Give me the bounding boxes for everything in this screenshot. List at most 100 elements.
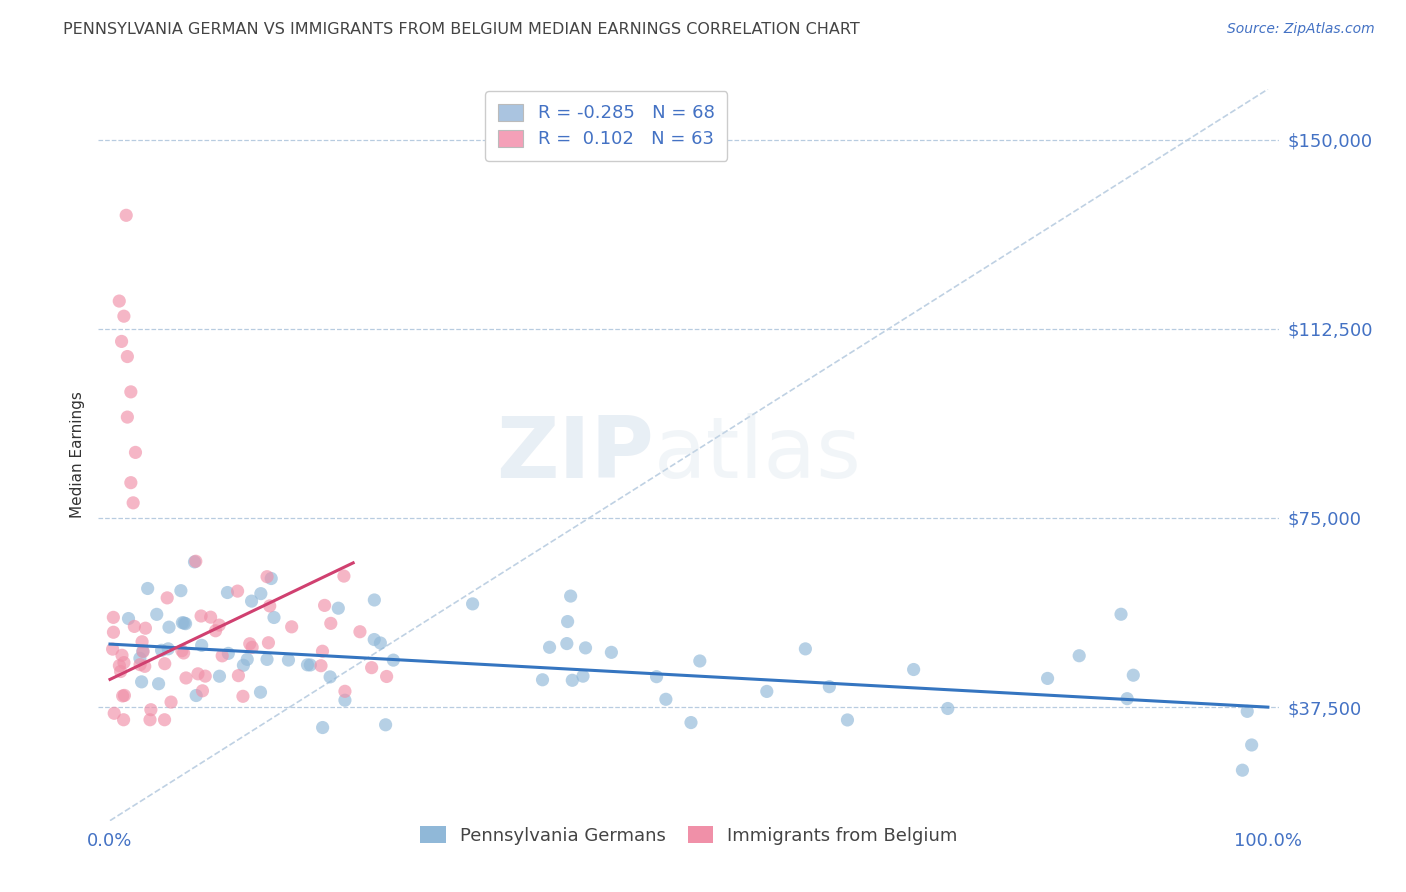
Point — [217, 585, 239, 599]
Point — [170, 583, 193, 598]
Point — [139, 703, 162, 717]
Point — [375, 669, 398, 683]
Point — [173, 646, 195, 660]
Point — [572, 669, 595, 683]
Point — [117, 350, 139, 364]
Point — [110, 665, 132, 679]
Point — [145, 607, 167, 622]
Point — [328, 601, 350, 615]
Point — [120, 384, 142, 399]
Point — [226, 584, 249, 599]
Point — [211, 648, 233, 663]
Point — [150, 643, 173, 657]
Point — [103, 610, 125, 624]
Point — [187, 666, 209, 681]
Point — [249, 685, 271, 699]
Point — [110, 334, 132, 349]
Point — [1240, 738, 1263, 752]
Point — [645, 670, 668, 684]
Point — [561, 673, 583, 688]
Point — [111, 648, 134, 663]
Point — [314, 599, 336, 613]
Point — [190, 638, 212, 652]
Point — [333, 693, 356, 707]
Point — [655, 692, 678, 706]
Point — [124, 619, 146, 633]
Point — [1116, 691, 1139, 706]
Point — [153, 657, 176, 671]
Point — [277, 653, 299, 667]
Point — [134, 659, 156, 673]
Point — [204, 624, 226, 638]
Point — [108, 294, 131, 309]
Point — [117, 410, 139, 425]
Point — [157, 641, 180, 656]
Point — [363, 593, 385, 607]
Point — [132, 644, 155, 658]
Point — [101, 642, 124, 657]
Y-axis label: Median Earnings: Median Earnings — [70, 392, 86, 518]
Point — [374, 718, 396, 732]
Point — [183, 555, 205, 569]
Point — [208, 669, 231, 683]
Point — [260, 572, 283, 586]
Text: atlas: atlas — [654, 413, 862, 497]
Point — [131, 674, 153, 689]
Point — [184, 554, 207, 568]
Point — [333, 684, 356, 698]
Point — [560, 589, 582, 603]
Point — [600, 645, 623, 659]
Point — [148, 677, 170, 691]
Point — [103, 625, 125, 640]
Point — [122, 496, 145, 510]
Point — [112, 309, 135, 323]
Point — [794, 641, 817, 656]
Point — [191, 683, 214, 698]
Point — [755, 684, 778, 698]
Point — [531, 673, 554, 687]
Point — [232, 658, 254, 673]
Point — [153, 713, 176, 727]
Point — [1109, 607, 1132, 622]
Point — [120, 475, 142, 490]
Point — [319, 670, 342, 684]
Point — [1236, 704, 1258, 718]
Point — [208, 618, 231, 632]
Point — [236, 652, 259, 666]
Point — [574, 640, 596, 655]
Point — [108, 658, 131, 673]
Point — [349, 624, 371, 639]
Point — [363, 632, 385, 647]
Point — [111, 689, 134, 703]
Point — [136, 582, 159, 596]
Point — [228, 668, 250, 682]
Point — [689, 654, 711, 668]
Point — [117, 611, 139, 625]
Point — [263, 610, 285, 624]
Point — [190, 609, 212, 624]
Point — [129, 651, 152, 665]
Point — [240, 640, 263, 655]
Point — [370, 636, 392, 650]
Point — [903, 663, 925, 677]
Point — [1036, 672, 1059, 686]
Point — [172, 615, 194, 630]
Text: Source: ZipAtlas.com: Source: ZipAtlas.com — [1227, 22, 1375, 37]
Point — [239, 637, 262, 651]
Point — [679, 715, 702, 730]
Point — [557, 615, 579, 629]
Point — [112, 689, 135, 703]
Point — [194, 669, 217, 683]
Point — [256, 570, 278, 584]
Point — [157, 620, 180, 634]
Point — [129, 657, 152, 672]
Point — [333, 569, 356, 583]
Point — [115, 208, 138, 222]
Point — [259, 599, 281, 613]
Point — [250, 587, 273, 601]
Point — [174, 616, 197, 631]
Point — [256, 652, 278, 666]
Point — [156, 591, 179, 605]
Point — [461, 597, 484, 611]
Point — [280, 620, 302, 634]
